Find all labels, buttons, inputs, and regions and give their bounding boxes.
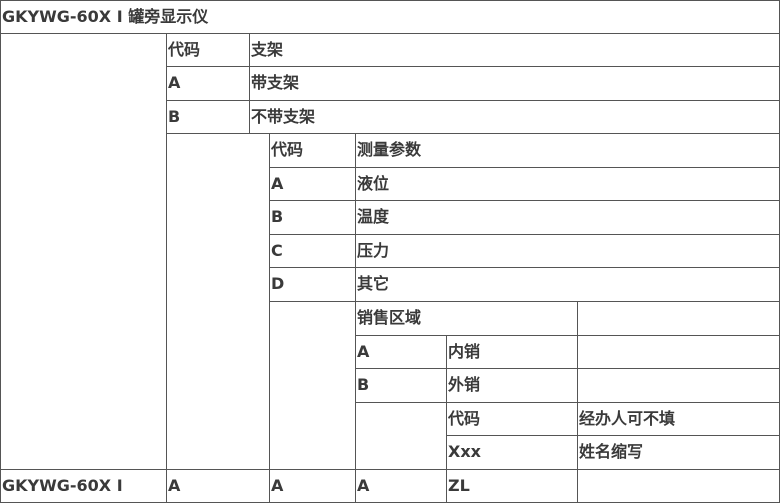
empty-cell [269,301,356,470]
measure-code: D [269,267,356,302]
empty-cell [0,33,167,470]
sales-code: B [355,368,447,403]
measure-label: 压力 [355,234,780,268]
agent-code-header: 代码 [446,402,578,436]
empty-cell [577,301,780,336]
sales-label: 外销 [446,368,578,403]
example-sales: A [355,469,447,503]
sales-code: A [355,335,447,369]
empty-cell [166,133,270,470]
sales-header: 销售区域 [355,301,578,336]
measure-label: 温度 [355,200,780,235]
bracket-code: B [166,100,250,134]
measure-code-header: 代码 [269,133,356,168]
agent-label: 姓名缩写 [577,435,780,470]
bracket-label: 不带支架 [249,100,780,134]
agent-code: Xxx [446,435,578,470]
example-model: GKYWG-60X I [0,469,167,503]
measure-code: B [269,200,356,235]
example-empty [577,469,780,503]
empty-cell [577,335,780,369]
bracket-code-header: 代码 [166,33,250,67]
measure-code: C [269,234,356,268]
sales-label: 内销 [446,335,578,369]
measure-label: 液位 [355,167,780,201]
bracket-label: 带支架 [249,66,780,101]
empty-cell [577,368,780,403]
example-bracket: A [166,469,270,503]
example-agent: ZL [446,469,578,503]
measure-name-header: 测量参数 [355,133,780,168]
bracket-name-header: 支架 [249,33,780,67]
measure-code: A [269,167,356,201]
example-measure: A [269,469,356,503]
measure-label: 其它 [355,267,780,302]
empty-cell [355,402,447,470]
agent-name-header: 经办人可不填 [577,402,780,436]
bracket-code: A [166,66,250,101]
table-title: GKYWG-60X I 罐旁显示仪 [0,0,780,34]
